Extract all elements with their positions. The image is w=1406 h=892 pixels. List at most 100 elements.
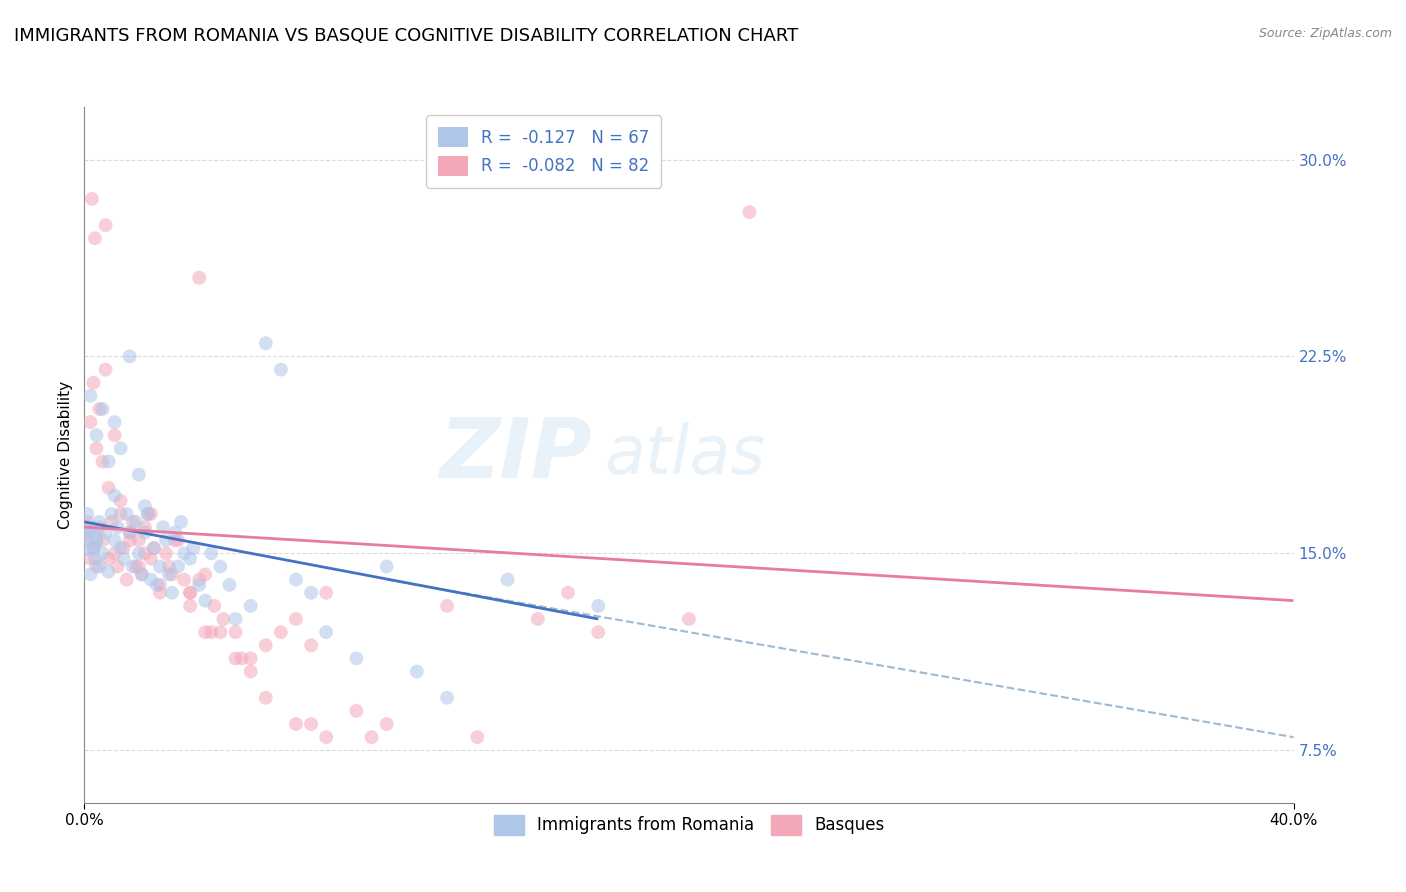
Point xyxy=(89,515,111,529)
Point xyxy=(100,515,122,529)
Point xyxy=(496,573,519,587)
Point xyxy=(104,546,127,560)
Point xyxy=(118,525,141,540)
Point xyxy=(76,515,98,529)
Point xyxy=(188,578,211,592)
Point xyxy=(188,270,211,285)
Point xyxy=(179,551,201,566)
Point xyxy=(315,730,337,744)
Point xyxy=(128,467,150,482)
Point xyxy=(225,625,247,640)
Point xyxy=(110,442,132,456)
Point xyxy=(254,690,277,705)
Point xyxy=(315,586,337,600)
Point xyxy=(125,515,148,529)
Point xyxy=(218,578,240,592)
Point xyxy=(179,586,201,600)
Text: atlas: atlas xyxy=(605,422,765,488)
Point xyxy=(225,651,247,665)
Point xyxy=(375,717,398,731)
Point xyxy=(94,525,117,540)
Point xyxy=(94,218,117,232)
Point xyxy=(100,507,122,521)
Point xyxy=(194,593,217,607)
Point xyxy=(209,625,232,640)
Point xyxy=(86,533,108,548)
Point xyxy=(121,559,143,574)
Point xyxy=(200,546,222,560)
Point xyxy=(155,546,177,560)
Point xyxy=(173,546,195,560)
Point xyxy=(128,533,150,548)
Point xyxy=(155,533,177,548)
Point xyxy=(170,515,193,529)
Point xyxy=(76,507,98,521)
Point xyxy=(118,533,141,548)
Point xyxy=(115,507,138,521)
Point xyxy=(91,401,114,416)
Text: ZIP: ZIP xyxy=(440,415,592,495)
Point xyxy=(97,481,120,495)
Point xyxy=(82,541,104,555)
Point xyxy=(134,525,156,540)
Point xyxy=(588,599,610,613)
Point xyxy=(239,651,262,665)
Point xyxy=(436,599,458,613)
Point xyxy=(89,559,111,574)
Point xyxy=(139,551,162,566)
Point xyxy=(80,192,103,206)
Point xyxy=(254,638,277,652)
Point xyxy=(80,520,103,534)
Point xyxy=(285,717,308,731)
Point xyxy=(110,541,132,555)
Point xyxy=(209,559,232,574)
Point xyxy=(270,625,292,640)
Point xyxy=(285,573,308,587)
Point xyxy=(86,442,108,456)
Point xyxy=(79,567,101,582)
Point xyxy=(239,599,262,613)
Point xyxy=(157,559,180,574)
Point xyxy=(239,665,262,679)
Point xyxy=(181,541,204,555)
Point xyxy=(179,586,201,600)
Point xyxy=(77,533,100,548)
Text: Source: ZipAtlas.com: Source: ZipAtlas.com xyxy=(1258,27,1392,40)
Point xyxy=(527,612,550,626)
Point xyxy=(149,586,172,600)
Point xyxy=(134,520,156,534)
Point xyxy=(77,525,100,540)
Point xyxy=(202,599,225,613)
Point xyxy=(167,559,190,574)
Point xyxy=(406,665,429,679)
Point xyxy=(346,651,368,665)
Point xyxy=(121,515,143,529)
Point xyxy=(104,415,127,429)
Y-axis label: Cognitive Disability: Cognitive Disability xyxy=(58,381,73,529)
Point xyxy=(160,586,183,600)
Point xyxy=(104,428,127,442)
Point xyxy=(142,541,165,555)
Point xyxy=(131,567,153,582)
Point xyxy=(299,717,322,731)
Point xyxy=(212,612,235,626)
Point xyxy=(588,625,610,640)
Point xyxy=(136,507,159,521)
Point xyxy=(142,541,165,555)
Point xyxy=(299,586,322,600)
Point xyxy=(134,546,156,560)
Point xyxy=(149,559,172,574)
Point xyxy=(97,565,120,579)
Point xyxy=(110,507,132,521)
Point xyxy=(139,507,162,521)
Point xyxy=(167,533,190,548)
Point xyxy=(165,525,187,540)
Point xyxy=(149,578,172,592)
Point xyxy=(270,362,292,376)
Point xyxy=(315,625,337,640)
Point xyxy=(118,525,141,540)
Point xyxy=(89,401,111,416)
Point xyxy=(79,551,101,566)
Point xyxy=(82,376,104,390)
Point xyxy=(86,428,108,442)
